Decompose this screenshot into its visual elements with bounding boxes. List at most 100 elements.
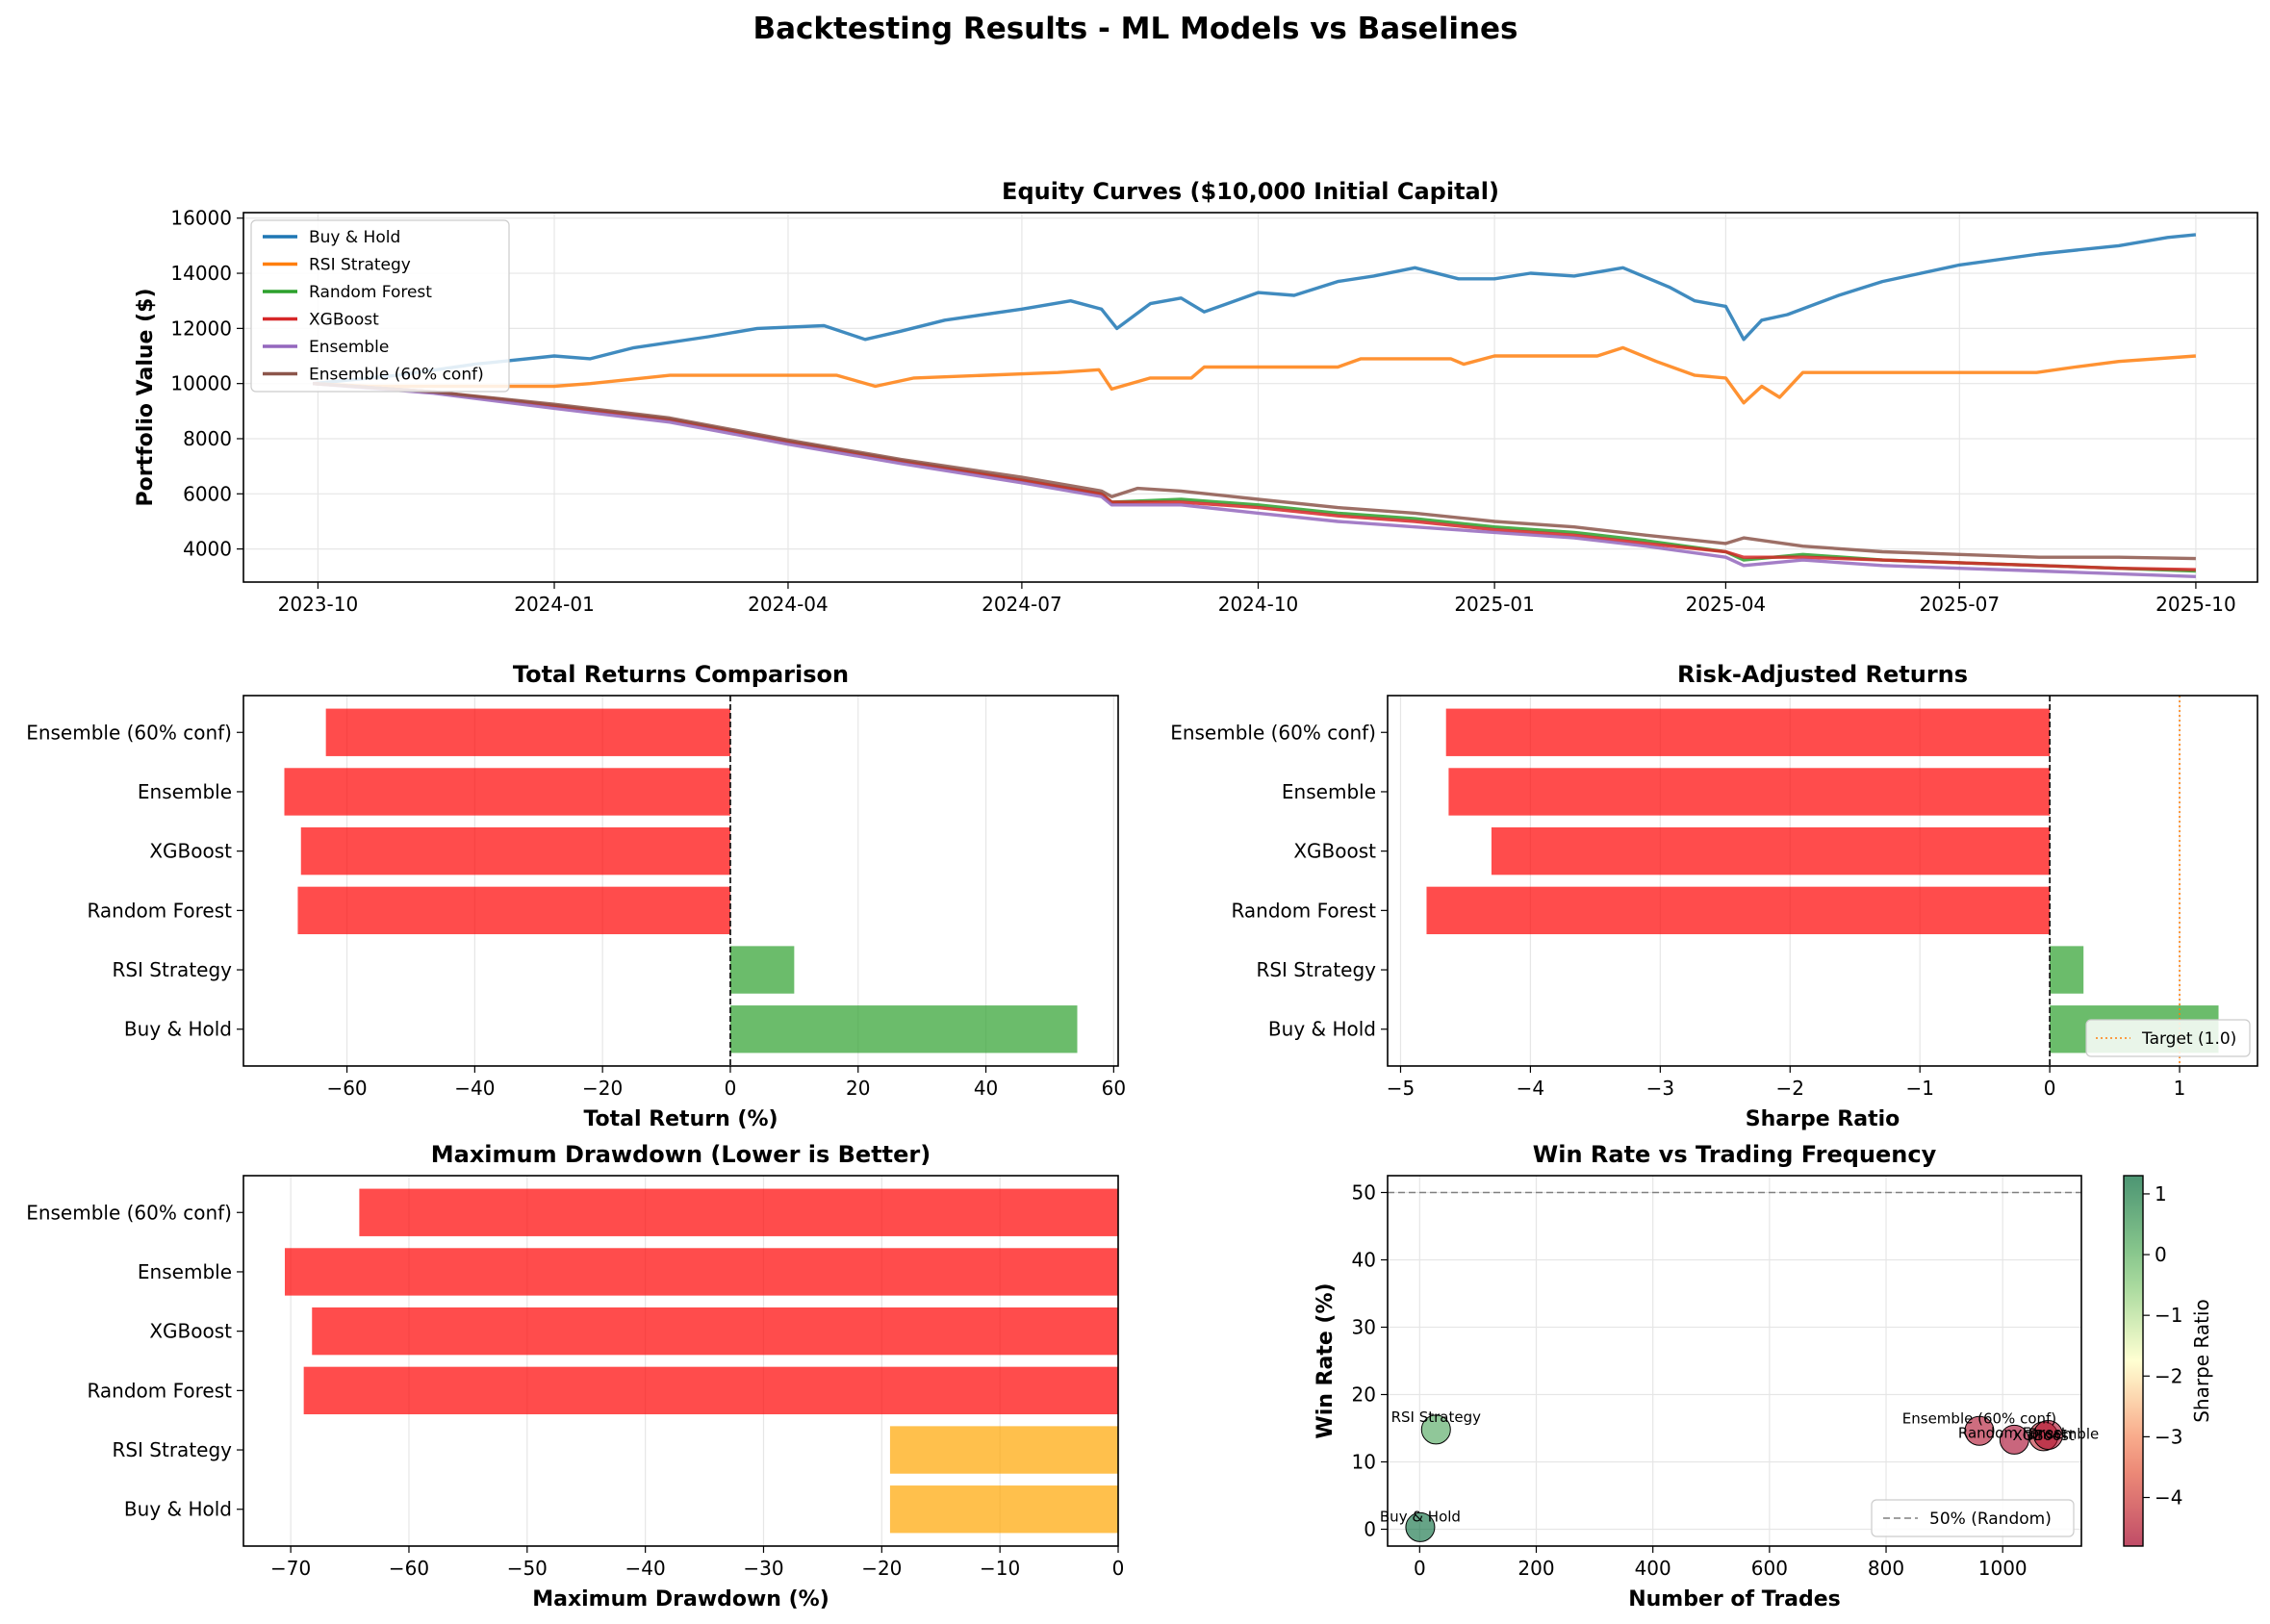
axes-frame xyxy=(1387,1175,2082,1547)
category-label: Ensemble (60% conf) xyxy=(26,1201,232,1224)
bar xyxy=(284,1248,1118,1296)
colorbar: −4 −3 −2 −1 0 1 Sharpe Ratio xyxy=(2123,1175,2213,1547)
x-tick-label: 2024-01 xyxy=(514,593,595,616)
x-tick-label: 2025-04 xyxy=(1686,593,1767,616)
x-tick-label: 1 xyxy=(2174,1077,2186,1100)
legend: Buy & Hold RSI Strategy Random Forest XGBoo… xyxy=(250,219,510,393)
colorbar-tick-label: 0 xyxy=(2155,1243,2167,1266)
x-tick-label: 800 xyxy=(1868,1557,1904,1580)
bar xyxy=(729,946,795,994)
x-tick-label: 20 xyxy=(846,1077,870,1100)
legend-box xyxy=(250,219,510,393)
y-tick-label: 0 xyxy=(1364,1518,1376,1541)
legend: 50% (Random) xyxy=(1871,1499,2075,1537)
bar xyxy=(325,708,730,756)
legend-entry: RSI Strategy xyxy=(309,256,411,275)
point-label: Random Forest xyxy=(1958,1424,2067,1441)
x-tick-label: −30 xyxy=(743,1557,783,1580)
x-tick-label: 40 xyxy=(974,1077,998,1100)
x-tick-label: 0 xyxy=(2044,1077,2056,1100)
colorbar-bar xyxy=(2123,1175,2144,1547)
y-tick-label: 40 xyxy=(1352,1249,1376,1272)
category-label: Random Forest xyxy=(87,899,232,922)
scatter-point xyxy=(1999,1424,2029,1455)
y-tick-label: 12000 xyxy=(170,317,232,340)
y-axis-label: Portfolio Value ($) xyxy=(134,288,158,506)
y-tick-label: 10000 xyxy=(170,372,232,395)
x-axis-label: Sharpe Ratio xyxy=(1746,1107,1900,1131)
x-tick-label: −70 xyxy=(270,1557,311,1580)
category-label: XGBoost xyxy=(149,1320,232,1343)
x-tick-label: −20 xyxy=(582,1077,623,1100)
x-axis-label: Number of Trades xyxy=(1628,1587,1841,1611)
y-tick-label: 8000 xyxy=(183,427,232,450)
panel-title: Risk-Adjusted Returns xyxy=(1677,661,1968,688)
legend-entry: Random Forest xyxy=(309,283,432,302)
scatter-point xyxy=(1420,1414,1451,1445)
x-tick-label: −60 xyxy=(326,1077,367,1100)
legend-entry: XGBoost xyxy=(309,311,379,330)
x-tick-label: −1 xyxy=(1905,1077,1933,1100)
panel-title: Win Rate vs Trading Frequency xyxy=(1533,1141,1937,1168)
x-axis-label: Total Return (%) xyxy=(583,1107,778,1131)
x-tick-label: 2025-01 xyxy=(1454,593,1535,616)
x-tick-label: 400 xyxy=(1635,1557,1671,1580)
x-tick-label: −10 xyxy=(980,1557,1020,1580)
point-label: RSI Strategy xyxy=(1391,1408,1482,1426)
category-label: Random Forest xyxy=(1231,899,1376,922)
colorbar-label: Sharpe Ratio xyxy=(2190,1299,2213,1423)
bar xyxy=(889,1426,1118,1474)
bar xyxy=(300,826,730,875)
category-label: Buy & Hold xyxy=(124,1498,232,1521)
category-label: RSI Strategy xyxy=(112,1438,232,1461)
equity-panel: 2023-10 2024-01 2024-04 2024-07 2024-10 2025-… xyxy=(134,178,2258,616)
category-label: RSI Strategy xyxy=(1256,958,1376,981)
category-label: XGBoost xyxy=(149,840,232,863)
x-tick-label: −60 xyxy=(389,1557,429,1580)
bar xyxy=(1445,708,2051,756)
panel-title: Equity Curves ($10,000 Initial Capital) xyxy=(1002,178,1499,205)
colorbar-tick-label: 1 xyxy=(2155,1182,2167,1205)
x-tick-label: 0 xyxy=(725,1077,737,1100)
point-label: XGBoost xyxy=(2012,1427,2074,1444)
x-tick-label: 2024-04 xyxy=(748,593,829,616)
figure-suptitle: Backtesting Results - ML Models vs Basel… xyxy=(753,12,1518,46)
legend-entry: 50% (Random) xyxy=(1929,1510,2052,1529)
scatter-point xyxy=(2032,1420,2063,1450)
colorbar-tick-label: −4 xyxy=(2155,1486,2182,1510)
x-tick-label: 0 xyxy=(1414,1557,1426,1580)
legend-entry: Buy & Hold xyxy=(309,228,400,247)
y-tick-label: 10 xyxy=(1352,1451,1376,1474)
returns-panel: −60 −40 −20 0 20 40 60 Buy & Hold RSI Strategy Ra… xyxy=(26,661,1126,1131)
x-tick-label: 60 xyxy=(1102,1077,1126,1100)
x-tick-label: 0 xyxy=(1112,1557,1125,1580)
x-tick-label: 2024-07 xyxy=(982,593,1062,616)
axes-frame xyxy=(1387,695,2258,1067)
drawdown-panel: −70 −60 −50 −40 −30 −20 −10 0 Buy & Hold RSI Stra… xyxy=(26,1141,1124,1611)
bar xyxy=(729,1005,1078,1053)
y-tick-label: 4000 xyxy=(183,538,232,561)
x-tick-label: −40 xyxy=(625,1557,666,1580)
y-tick-label: 30 xyxy=(1352,1316,1376,1339)
series-line xyxy=(313,345,2197,405)
bar xyxy=(297,886,730,935)
y-axis-label: Win Rate (%) xyxy=(1314,1282,1338,1438)
point-label: Ensemble (60% conf) xyxy=(1902,1409,2056,1427)
legend-entry: Ensemble xyxy=(309,338,389,357)
legend-entry: Ensemble (60% conf) xyxy=(309,366,484,385)
series-line xyxy=(312,233,2197,386)
legend-box xyxy=(1871,1499,2075,1537)
category-label: Buy & Hold xyxy=(1268,1018,1376,1041)
panel-title: Total Returns Comparison xyxy=(513,661,849,688)
x-tick-label: 2023-10 xyxy=(278,593,359,616)
axes-frame xyxy=(242,695,1119,1067)
series-line xyxy=(312,382,2196,571)
category-label: XGBoost xyxy=(1293,840,1376,863)
point-label: Buy & Hold xyxy=(1380,1508,1461,1525)
axes-frame xyxy=(242,212,2258,583)
x-tick-label: 600 xyxy=(1751,1557,1788,1580)
x-tick-label: 2025-07 xyxy=(1920,593,2001,616)
series-line xyxy=(312,382,2196,578)
